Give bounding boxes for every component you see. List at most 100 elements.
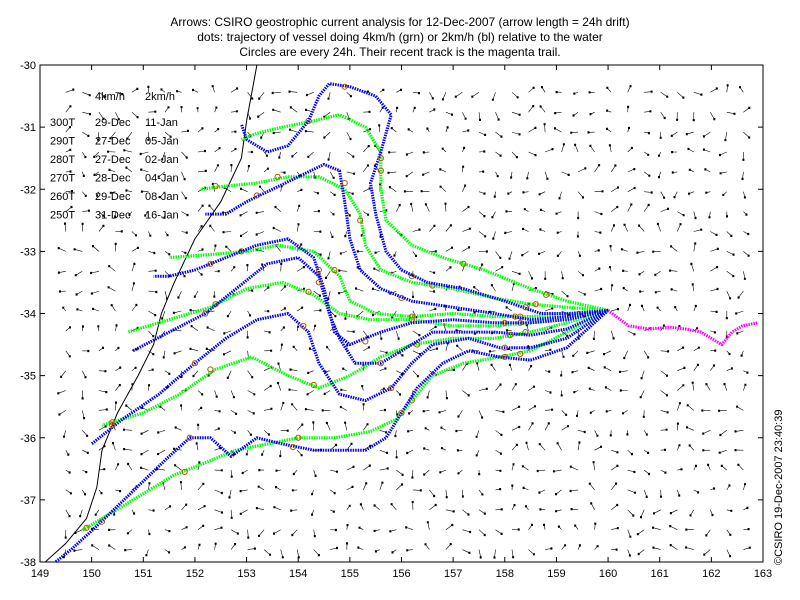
daily-circle bbox=[83, 524, 90, 531]
daily-circle bbox=[289, 443, 297, 451]
daily-circle bbox=[506, 332, 514, 339]
legend-fast-date: 29-Dec bbox=[95, 117, 131, 129]
track-290T-fast bbox=[199, 175, 609, 312]
x-tick-label: 158 bbox=[496, 568, 514, 580]
track-270T-slow bbox=[132, 256, 609, 365]
title-line-2: dots: trajectory of vessel doing 4km/h (… bbox=[197, 30, 603, 44]
legend-heading: 270T bbox=[50, 173, 75, 185]
y-tick-label: -34 bbox=[20, 309, 36, 321]
coastline-line bbox=[44, 64, 258, 563]
daily-circle bbox=[202, 310, 209, 317]
daily-circle bbox=[517, 350, 524, 357]
daily-circle bbox=[532, 301, 539, 308]
x-tick-label: 159 bbox=[547, 568, 565, 580]
daily-circle bbox=[315, 266, 322, 274]
legend-slow-date: 11-Jan bbox=[145, 117, 178, 129]
daily-circle bbox=[522, 329, 529, 336]
recent-trail bbox=[607, 309, 759, 347]
y-tick-label: -33 bbox=[20, 246, 36, 258]
x-tick-label: 161 bbox=[651, 568, 669, 580]
legend-slow-date: 16-Jan bbox=[145, 210, 179, 222]
daily-circle bbox=[109, 422, 116, 429]
daily-circle bbox=[388, 384, 395, 392]
title-line-1: Arrows: CSIRO geostrophic current analys… bbox=[170, 15, 630, 29]
x-tick-label: 153 bbox=[237, 568, 255, 580]
daily-circle bbox=[181, 468, 188, 476]
daily-circle bbox=[98, 518, 106, 525]
legend-slow-date: 02-Jan bbox=[145, 154, 179, 166]
track-250T-slow bbox=[54, 309, 610, 564]
daily-circle bbox=[522, 304, 529, 311]
daily-circle bbox=[300, 322, 307, 330]
daily-circle bbox=[512, 313, 519, 320]
legend-heading: 250T bbox=[50, 210, 75, 222]
y-tick-label: -37 bbox=[20, 495, 36, 507]
legend-heading: 300T bbox=[50, 117, 75, 129]
legend-fast-date: 29-Dec bbox=[95, 191, 131, 203]
track-300T-slow bbox=[239, 82, 609, 315]
legend-heading: 280T bbox=[50, 154, 75, 166]
credit-stamp: ©CSIRO 19-Dec-2007 23:40:39 bbox=[773, 409, 785, 565]
x-tick-label: 162 bbox=[702, 568, 720, 580]
daily-circle bbox=[341, 83, 348, 90]
legend-fast-date: 27-Dec bbox=[95, 154, 131, 166]
legend-header: 2km/h bbox=[145, 91, 175, 103]
daily-circle bbox=[398, 409, 405, 416]
map-axes: 149 150 151 152 153 154 155 156 157 158 159 160 161 1… bbox=[20, 60, 772, 580]
legend-header: 4km/h bbox=[95, 91, 125, 103]
y-tick-label: -36 bbox=[20, 433, 36, 445]
current-arrows bbox=[57, 84, 751, 559]
y-tick-label: -35 bbox=[20, 371, 36, 383]
daily-circle bbox=[543, 291, 550, 298]
x-tick-label: 160 bbox=[599, 568, 617, 580]
legend-slow-date: 04-Jan bbox=[145, 173, 179, 185]
legend-slow-date: 05-Jan bbox=[145, 136, 179, 148]
daily-circle bbox=[109, 419, 116, 426]
x-tick-label: 150 bbox=[82, 568, 100, 580]
daily-circle bbox=[207, 260, 214, 267]
y-tick-label: -38 bbox=[20, 557, 36, 569]
daily-circle bbox=[377, 360, 384, 367]
daily-circle bbox=[191, 360, 199, 367]
legend-fast-date: 27-Dec bbox=[95, 136, 131, 148]
daily-circle bbox=[315, 279, 322, 286]
x-tick-label: 156 bbox=[392, 568, 410, 580]
legend-table: 4km/h 2km/h 300T 29-Dec 11-Jan 290T 27-Dec 05-J… bbox=[50, 91, 179, 222]
y-tick-label: -31 bbox=[20, 122, 36, 134]
daily-circle bbox=[357, 217, 364, 224]
vessel-tracks bbox=[54, 82, 610, 564]
daily-circle bbox=[253, 192, 260, 199]
daily-circle bbox=[501, 319, 508, 326]
legend-fast-date: 28-Dec bbox=[95, 173, 131, 185]
title-line-3: Circles are every 24h. Their recent trac… bbox=[239, 45, 561, 59]
x-tick-label: 151 bbox=[134, 568, 152, 580]
track-260T-fast bbox=[101, 308, 609, 427]
track-250T-fast bbox=[80, 308, 609, 533]
daily-circle bbox=[212, 183, 219, 190]
daily-circle bbox=[377, 167, 384, 174]
y-tick-label: -32 bbox=[20, 184, 36, 196]
x-tick-label: 157 bbox=[444, 568, 462, 580]
x-tick-label: 163 bbox=[754, 568, 772, 580]
daily-circle bbox=[398, 294, 405, 302]
x-tick-label: 155 bbox=[341, 568, 359, 580]
legend-heading: 260T bbox=[50, 191, 75, 203]
daily-circle bbox=[341, 179, 348, 187]
legend-heading: 290T bbox=[50, 136, 75, 148]
track-280T-fast bbox=[168, 243, 609, 319]
daily-circle bbox=[501, 344, 508, 351]
daily-circle bbox=[295, 434, 302, 441]
daily-circle bbox=[310, 381, 317, 389]
daily-circle bbox=[408, 273, 415, 280]
daily-circle bbox=[501, 353, 508, 361]
recent-trail-group bbox=[607, 309, 759, 347]
legend-fast-date: 31-Dec bbox=[95, 210, 131, 222]
x-tick-label: 154 bbox=[289, 568, 307, 580]
legend-slow-date: 08-Jan bbox=[145, 191, 179, 203]
track-290T-slow bbox=[205, 162, 609, 322]
daily-circle bbox=[331, 266, 338, 274]
daily-circle bbox=[305, 288, 312, 295]
x-tick-label: 152 bbox=[186, 568, 204, 580]
daily-circle bbox=[362, 338, 369, 345]
